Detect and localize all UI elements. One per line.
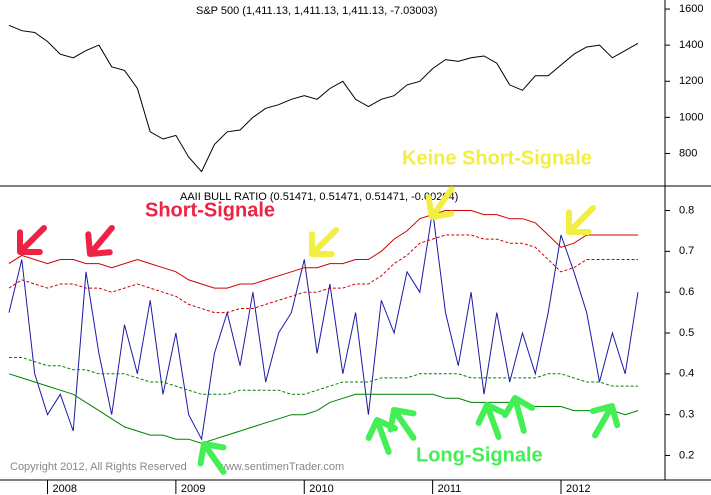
- x-tick-label: 2010: [309, 483, 333, 495]
- annotation: Keine Short-Signale: [402, 147, 592, 169]
- chart-title: AAII BULL RATIO (0.51471, 0.51471, 0.514…: [180, 191, 458, 203]
- series-line: [8, 210, 639, 441]
- y-tick-label: 0.7: [679, 245, 694, 257]
- x-tick-label: 2012: [566, 483, 590, 495]
- y-tick-label: 1000: [679, 111, 703, 123]
- annotation: Short-Signale: [145, 199, 275, 221]
- y-tick-label: 1400: [679, 39, 703, 51]
- y-tick-label: 0.4: [679, 368, 694, 380]
- series-line: [8, 210, 638, 289]
- y-tick-label: 0.5: [679, 327, 694, 339]
- chart-title: S&P 500 (1,411.13, 1,411.13, 1,411.13, -…: [196, 5, 437, 17]
- y-tick-label: 1200: [679, 75, 703, 87]
- series-line: [8, 234, 638, 314]
- y-tick-label: 0.3: [679, 409, 694, 421]
- y-tick-label: 800: [679, 147, 697, 159]
- y-tick-label: 0.6: [679, 286, 694, 298]
- x-tick-label: 2008: [53, 483, 77, 495]
- series-line: [9, 357, 638, 395]
- annotation: Copyright 2012, All Rights Reserved: [10, 461, 187, 473]
- y-tick-label: 0.8: [679, 204, 694, 216]
- y-tick-label: 0.2: [679, 449, 694, 461]
- annotation: Long-Signale: [416, 444, 543, 466]
- series-line: [8, 24, 639, 173]
- x-tick-label: 2011: [438, 483, 462, 495]
- x-tick-label: 2009: [181, 483, 205, 495]
- y-tick-label: 1600: [679, 3, 703, 15]
- annotation: www.sentimenTrader.com: [217, 461, 344, 473]
